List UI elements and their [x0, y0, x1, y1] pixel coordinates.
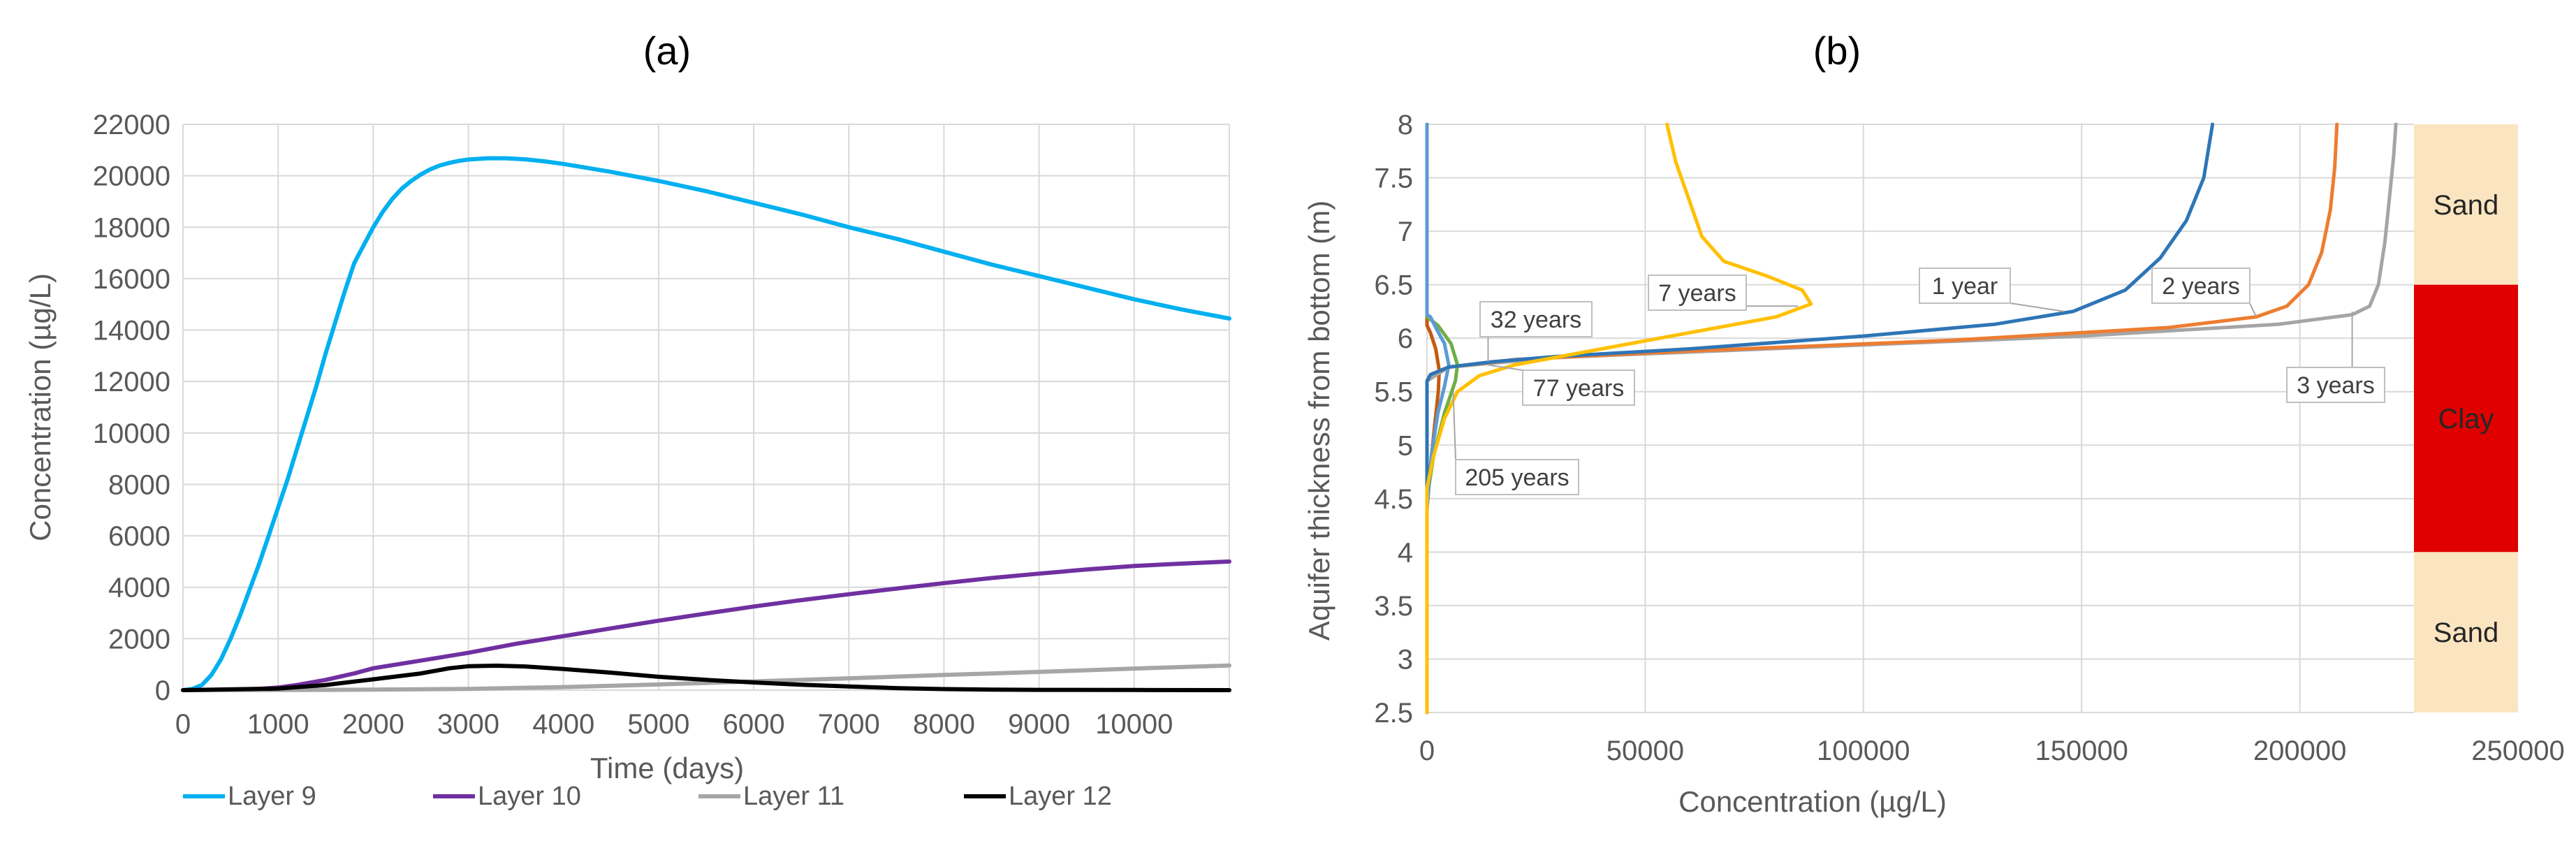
layer-band-clay-1 — [2414, 284, 2518, 553]
chart-a-x-tick-label: 2000 — [342, 709, 404, 740]
series-line-layer-12 — [181, 664, 1231, 692]
chart-a-x-tick-label: 1000 — [247, 709, 309, 740]
chart-b: (b) Sand Clay Sand 2.5 3 3.5 4 4.5 5 5.5 6 6.5 7 7.5… — [1303, 29, 2565, 818]
chart-a-y-ticks: 0 2000 4000 6000 8000 10000 12000 14000 16000 180… — [93, 110, 170, 706]
chart-b-y-tick-label: 6 — [1398, 323, 1413, 354]
chart-a-series — [181, 156, 1231, 692]
chart-a-y-tick-label: 12000 — [93, 367, 170, 397]
chart-b-y-tick-label: 5.5 — [1374, 377, 1413, 408]
callout-leader-1-year — [2010, 302, 2065, 312]
layer-band-label: Clay — [2438, 404, 2494, 434]
chart-a-y-tick-label: 4000 — [108, 573, 170, 604]
chart-b-y-tick-label: 7.5 — [1374, 163, 1413, 194]
chart-b-y-label: Aquifer thickness from bottom (m) — [1303, 200, 1335, 641]
series-line-3-years — [1425, 122, 2398, 715]
callout-leader-77-years — [1488, 364, 1523, 371]
chart-b-x-tick-label: 250000 — [2471, 736, 2564, 766]
chart-b-layer-bands: Sand Clay Sand — [2414, 124, 2518, 712]
chart-b-x-tick-label: 200000 — [2253, 736, 2346, 766]
callout-box-7-years — [1648, 275, 1747, 311]
chart-a-y-tick-label: 14000 — [93, 316, 170, 346]
chart-a-y-tick-label: 0 — [155, 675, 170, 706]
callout-box-1-year — [1919, 268, 2011, 304]
callout-label-32-years: 32 years — [1491, 307, 1581, 333]
layer-band-sand-0 — [2414, 124, 2518, 285]
chart-a-y-tick-label: 22000 — [93, 110, 170, 140]
chart-a-y-tick-label: 6000 — [108, 521, 170, 552]
legend-label-layer-12: Layer 12 — [1009, 782, 1112, 811]
chart-b-annotations: 1 year 2 years 3 years 7 years 32 years 77 ye… — [1452, 268, 2385, 495]
chart-b-y-tick-label: 3.5 — [1374, 591, 1413, 622]
chart-a-title: (a) — [643, 29, 691, 73]
chart-b-y-tick-label: 4 — [1398, 537, 1413, 568]
series-line-7-years — [1425, 122, 1813, 715]
callout-box-77-years — [1522, 370, 1635, 406]
chart-a-x-ticks: 0 1000 2000 3000 4000 5000 6000 7000 8000 9000 100… — [175, 709, 1173, 740]
chart-a-y-tick-label: 2000 — [108, 624, 170, 655]
legend-label-layer-11: Layer 11 — [743, 782, 844, 811]
callout-box-205-years — [1455, 459, 1579, 495]
layer-band-label: Sand — [2434, 617, 2498, 648]
chart-a: (a) 020004000600080001000012000140001600… — [24, 29, 1231, 811]
chart-b-y-tick-label: 5 — [1398, 430, 1413, 461]
series-line-layer-10 — [181, 559, 1231, 692]
chart-a-x-tick-label: 10000 — [1095, 709, 1173, 740]
callout-leader-2-years — [2249, 302, 2257, 317]
chart-b-series — [1425, 122, 2398, 715]
chart-a-y-tick-label: 8000 — [108, 469, 170, 500]
chart-a-y-tick-label: 10000 — [93, 418, 170, 449]
callout-label-7-years: 7 years — [1658, 280, 1736, 307]
chart-a-x-tick-label: 6000 — [723, 709, 785, 740]
chart-a-x-tick-label: 3000 — [437, 709, 499, 740]
chart-b-x-tick-label: 100000 — [1817, 736, 1910, 766]
callout-box-3-years — [2286, 367, 2385, 403]
chart-a-x-label: Time (days) — [590, 752, 744, 784]
chart-b-title: (b) — [1813, 29, 1861, 73]
chart-b-x-tick-label: 150000 — [2035, 736, 2128, 766]
callout-label-77-years: 77 years — [1533, 375, 1624, 402]
callout-label-2-years: 2 years — [2162, 273, 2240, 300]
legend-label-layer-9: Layer 9 — [228, 782, 316, 811]
chart-b-y-tick-label: 6.5 — [1374, 270, 1413, 301]
chart-a-grid — [182, 124, 1230, 691]
chart-b-y-ticks: 2.5 3 3.5 4 4.5 5 5.5 6 6.5 7 7.5 8 — [1374, 110, 1413, 729]
series-line-1-year — [1425, 122, 2215, 715]
chart-a-legend: Layer 9 Layer 10 Layer 11 Layer 12 — [183, 782, 1112, 811]
chart-a-y-tick-label: 16000 — [93, 264, 170, 295]
chart-b-x-label: Concentration (µg/L) — [1678, 785, 1947, 818]
callout-label-205-years: 205 years — [1465, 465, 1569, 491]
chart-a-x-tick-label: 9000 — [1008, 709, 1070, 740]
chart-a-x-tick-label: 7000 — [818, 709, 880, 740]
chart-b-x-ticks: 0 50000 100000 150000 200000 250000 — [1419, 736, 2565, 766]
chart-a-x-tick-label: 5000 — [627, 709, 689, 740]
callout-box-2-years — [2151, 268, 2251, 304]
series-line-77-years — [1425, 122, 1460, 715]
chart-a-y-tick-label: 18000 — [93, 212, 170, 243]
chart-b-y-tick-label: 8 — [1398, 110, 1413, 140]
callout-box-32-years — [1479, 301, 1593, 337]
chart-b-y-tick-label: 7 — [1398, 217, 1413, 247]
series-line-2-years — [1425, 122, 2339, 715]
chart-b-y-tick-label: 3 — [1398, 644, 1413, 675]
chart-b-x-tick-label: 50000 — [1607, 736, 1684, 766]
chart-b-grid — [1427, 124, 2414, 713]
layer-band-sand-2 — [2414, 552, 2518, 712]
legend-label-layer-10: Layer 10 — [478, 782, 581, 811]
chart-a-y-label: Concentration (µg/L) — [24, 273, 57, 541]
chart-a-x-tick-label: 4000 — [532, 709, 594, 740]
chart-a-y-tick-label: 20000 — [93, 161, 170, 192]
layer-band-label: Sand — [2434, 190, 2498, 221]
chart-a-x-tick-label: 8000 — [913, 709, 975, 740]
chart-a-x-tick-label: 0 — [175, 709, 191, 740]
series-line-layer-9 — [181, 156, 1231, 692]
callout-label-1-year: 1 year — [1932, 273, 1998, 300]
chart-b-y-tick-label: 4.5 — [1374, 484, 1413, 515]
chart-b-x-tick-label: 0 — [1419, 736, 1435, 766]
callout-label-3-years: 3 years — [2297, 372, 2375, 399]
chart-b-y-tick-label: 2.5 — [1374, 698, 1413, 729]
callout-leader-205-years — [1452, 391, 1456, 460]
series-line-layer-11 — [181, 663, 1231, 692]
